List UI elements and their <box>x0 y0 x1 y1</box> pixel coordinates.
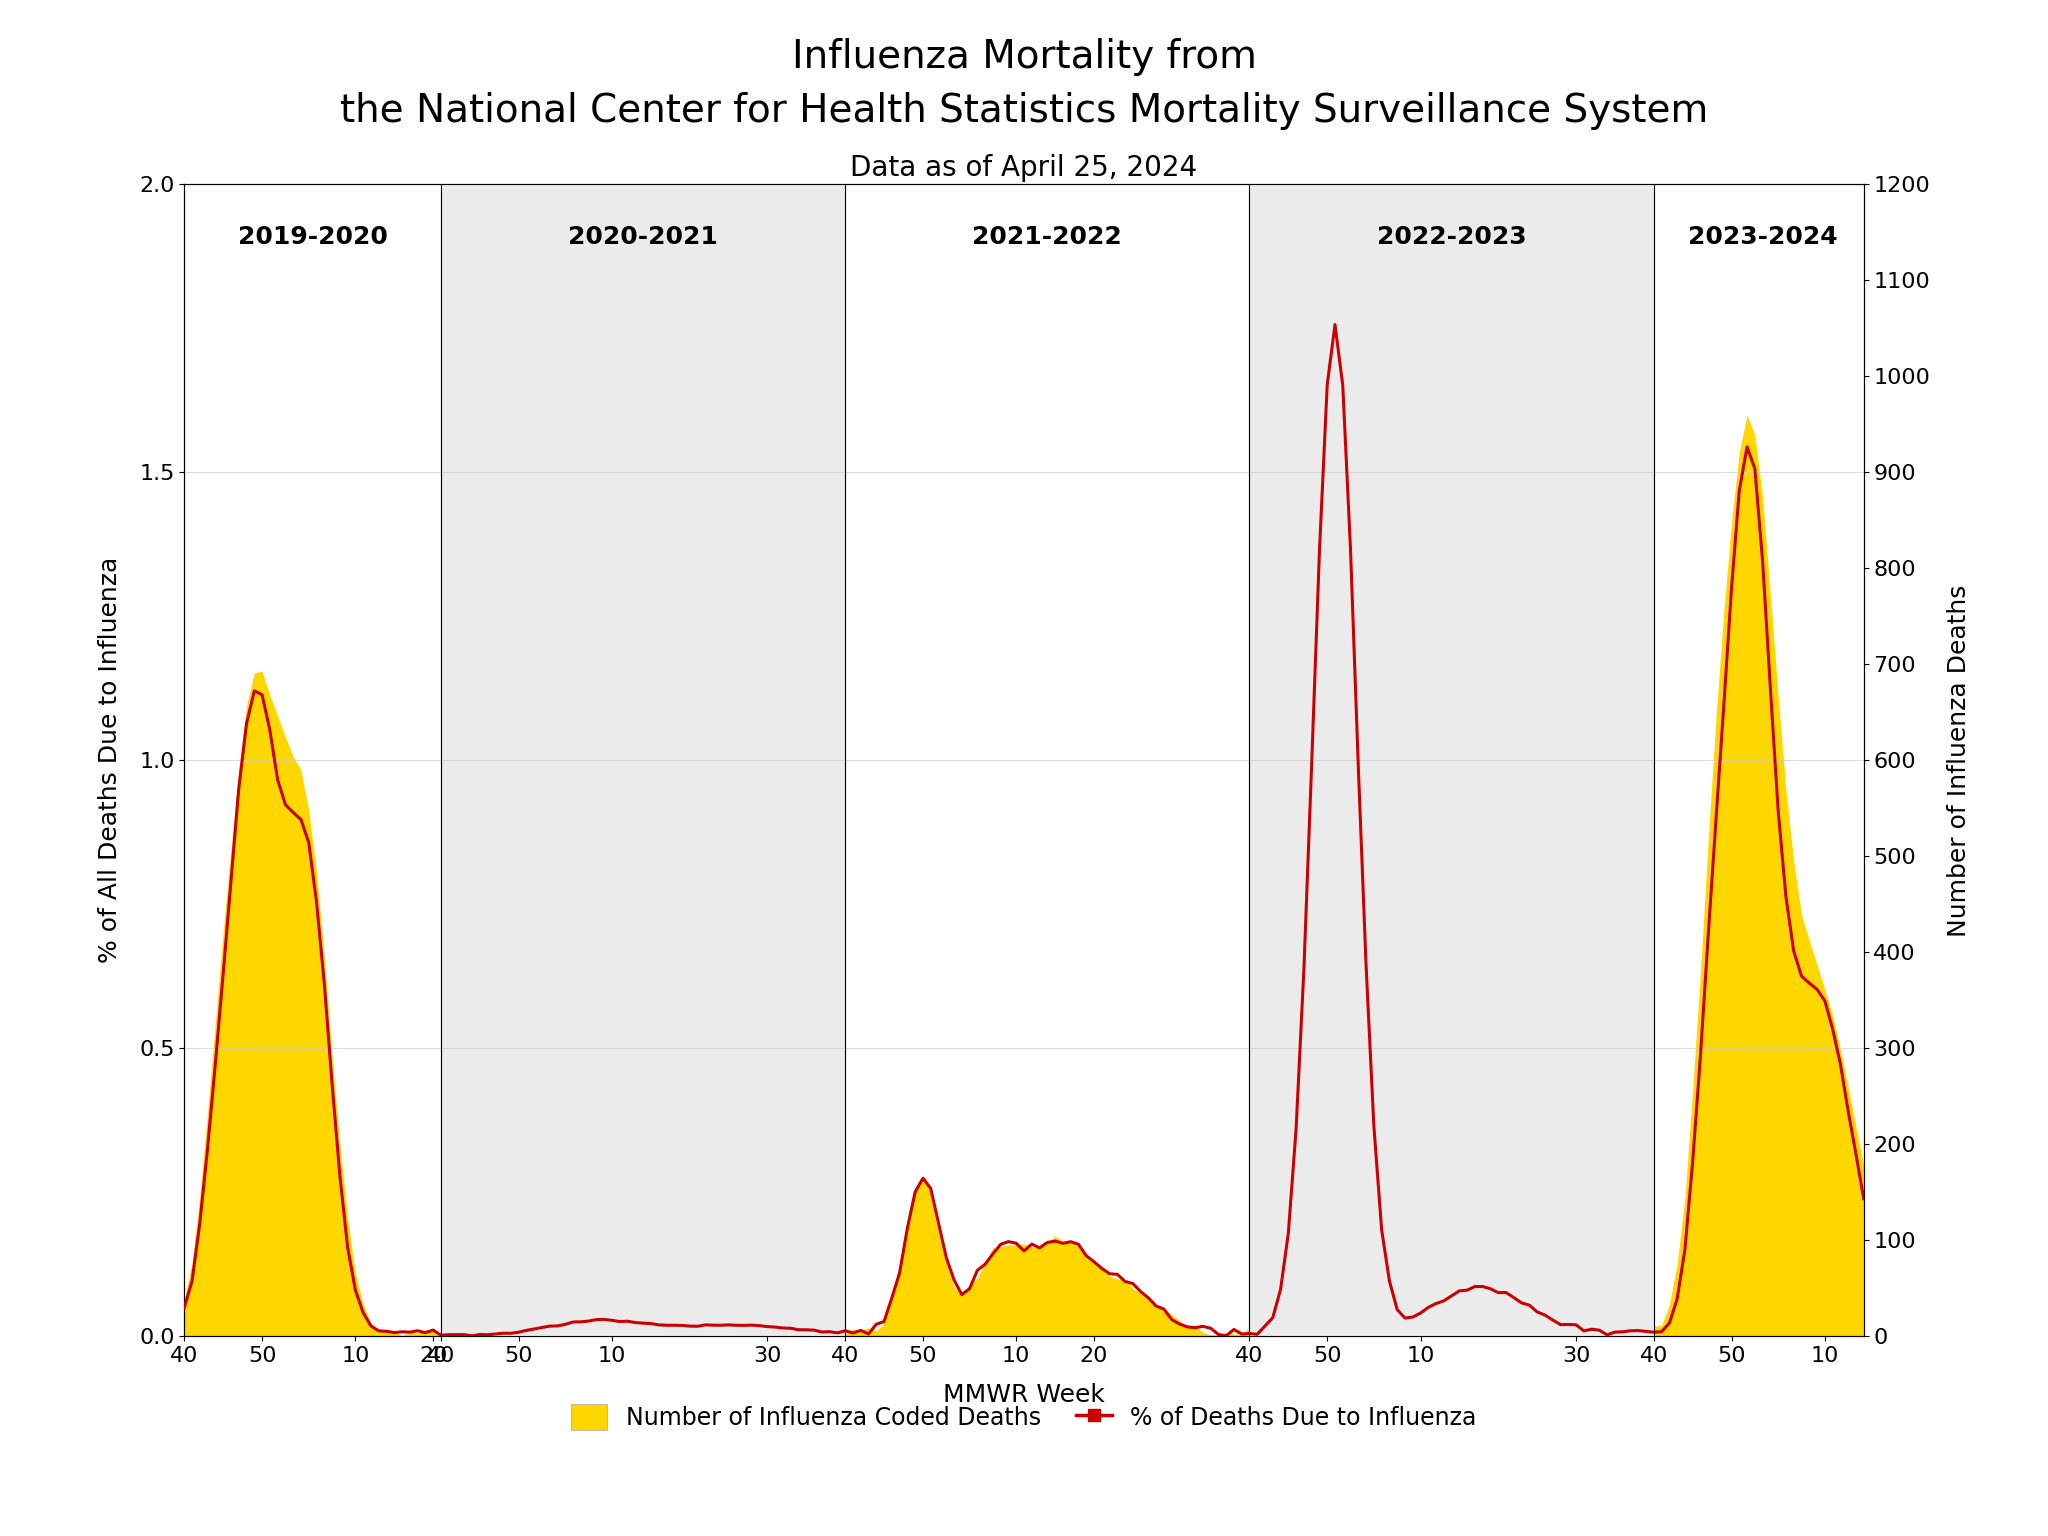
Text: 2021-2022: 2021-2022 <box>973 224 1122 249</box>
X-axis label: MMWR Week: MMWR Week <box>942 1382 1106 1407</box>
Y-axis label: % of All Deaths Due to Influenza: % of All Deaths Due to Influenza <box>98 558 123 963</box>
Text: the National Center for Health Statistics Mortality Surveillance System: the National Center for Health Statistic… <box>340 92 1708 131</box>
Text: Data as of April 25, 2024: Data as of April 25, 2024 <box>850 154 1198 181</box>
Text: 2020-2021: 2020-2021 <box>567 224 719 249</box>
Text: 2022-2023: 2022-2023 <box>1376 224 1526 249</box>
Legend: Number of Influenza Coded Deaths, % of Deaths Due to Influenza: Number of Influenza Coded Deaths, % of D… <box>561 1395 1487 1439</box>
Text: Influenza Mortality from: Influenza Mortality from <box>793 38 1255 77</box>
Bar <box>1249 184 1653 1336</box>
Y-axis label: Number of Influenza Deaths: Number of Influenza Deaths <box>1948 584 1970 937</box>
Bar <box>440 184 846 1336</box>
Text: 2023-2024: 2023-2024 <box>1688 224 1837 249</box>
Text: 2019-2020: 2019-2020 <box>238 224 387 249</box>
